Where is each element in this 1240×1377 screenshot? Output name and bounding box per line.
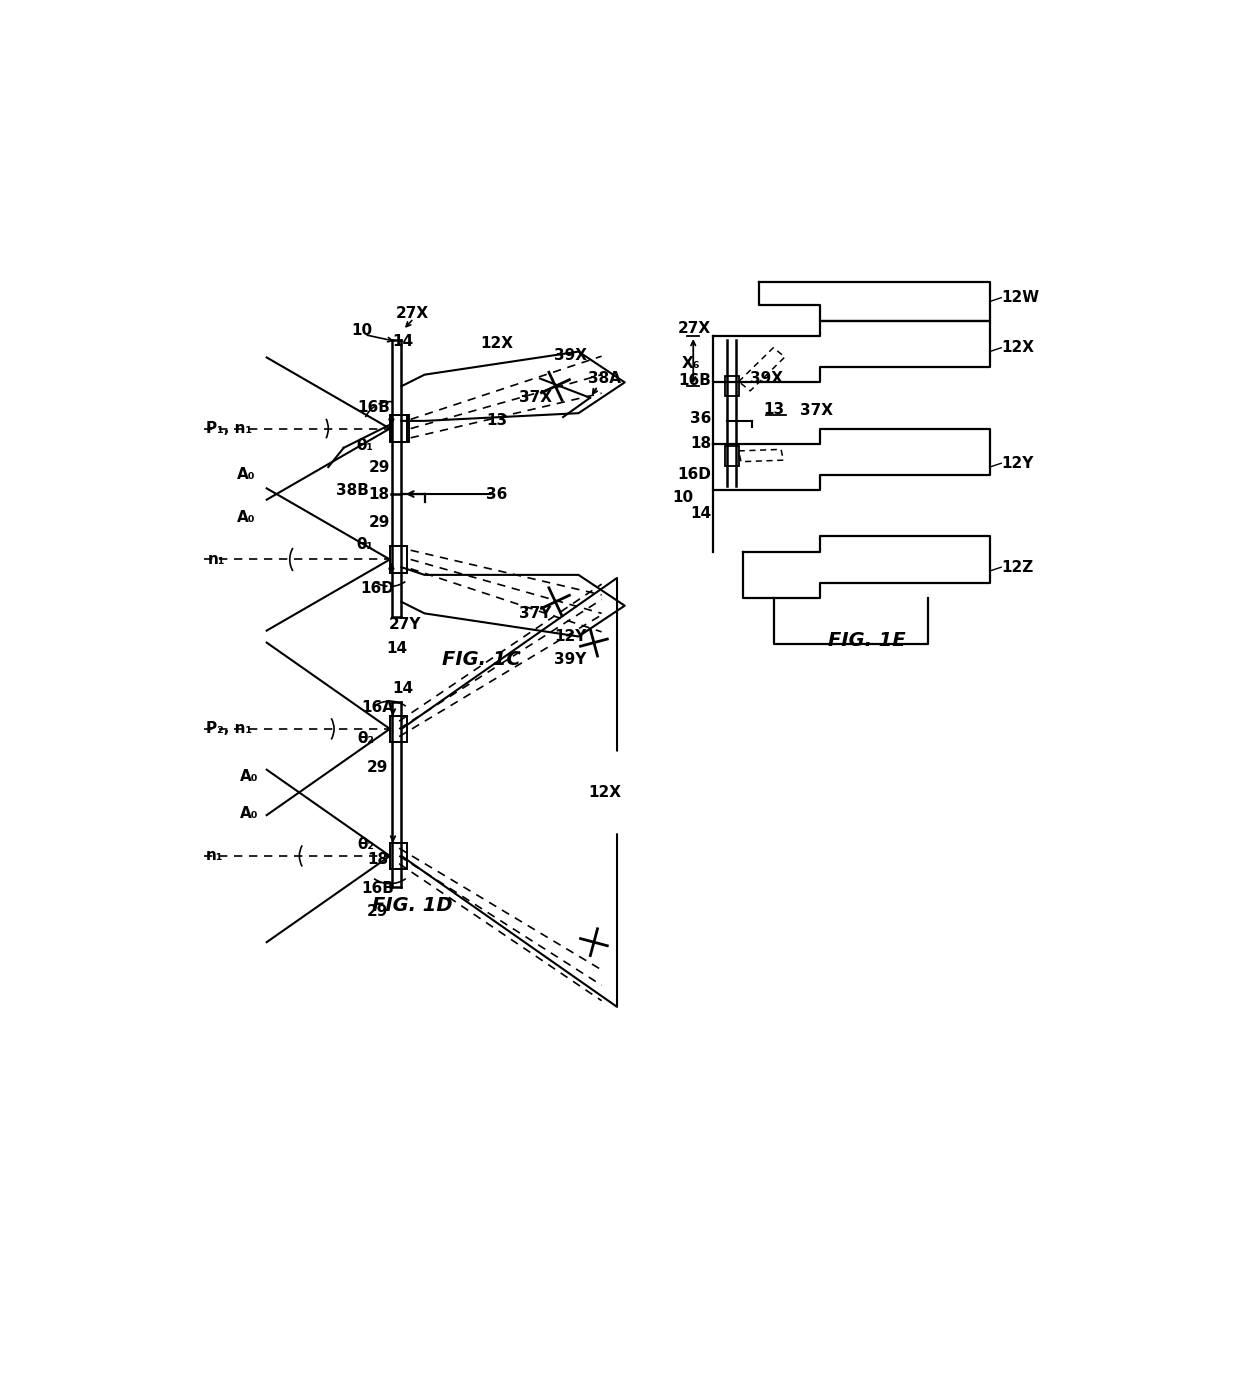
Text: θ₁: θ₁ xyxy=(356,537,373,552)
Text: 12X: 12X xyxy=(1001,340,1034,355)
Text: 29: 29 xyxy=(370,460,391,475)
Text: θ₂: θ₂ xyxy=(357,837,374,852)
Text: 39X: 39X xyxy=(750,370,782,386)
Text: 12X: 12X xyxy=(480,336,513,351)
Text: θ₂: θ₂ xyxy=(357,731,374,745)
Text: P₁, n₁: P₁, n₁ xyxy=(206,421,252,437)
Text: 13: 13 xyxy=(486,413,507,428)
Text: 10: 10 xyxy=(672,490,693,505)
Text: 16B: 16B xyxy=(678,373,711,387)
Text: 12W: 12W xyxy=(1001,291,1039,306)
Text: 18: 18 xyxy=(689,437,711,452)
Text: θ₁: θ₁ xyxy=(356,438,373,453)
Text: 18: 18 xyxy=(368,486,389,501)
Bar xyxy=(389,843,407,869)
Text: A₀: A₀ xyxy=(239,770,258,784)
Text: 16D: 16D xyxy=(677,467,711,482)
Text: 18: 18 xyxy=(367,852,388,868)
Text: 38B: 38B xyxy=(336,483,370,497)
Text: 14: 14 xyxy=(392,335,413,350)
Text: 37Y: 37Y xyxy=(520,606,552,621)
Text: 16D: 16D xyxy=(361,581,394,596)
Text: 36: 36 xyxy=(486,486,507,501)
Text: 27X: 27X xyxy=(396,306,429,321)
Text: A₀: A₀ xyxy=(237,509,255,525)
Text: 16A: 16A xyxy=(361,700,394,715)
Text: X₆: X₆ xyxy=(682,355,701,370)
Text: 16B: 16B xyxy=(357,399,391,414)
Text: 14: 14 xyxy=(392,680,413,695)
Text: 27X: 27X xyxy=(678,321,711,336)
Text: A₀: A₀ xyxy=(237,467,255,482)
Text: 39Y: 39Y xyxy=(554,653,587,666)
Text: 38A: 38A xyxy=(588,370,621,386)
Bar xyxy=(389,416,407,442)
Text: 12Y: 12Y xyxy=(1001,456,1034,471)
Text: FIG. 1C: FIG. 1C xyxy=(443,650,521,669)
Text: 37X: 37X xyxy=(518,390,552,405)
Text: A₀: A₀ xyxy=(239,806,258,821)
Text: 14: 14 xyxy=(689,505,711,521)
Text: 13: 13 xyxy=(764,402,785,417)
Text: 12Z: 12Z xyxy=(1001,559,1033,574)
Bar xyxy=(392,416,409,442)
Text: 39X: 39X xyxy=(553,348,587,364)
Text: 12X: 12X xyxy=(588,785,621,800)
Text: 14: 14 xyxy=(386,640,408,655)
Text: P₂, n₁: P₂, n₁ xyxy=(206,722,252,737)
Bar xyxy=(389,716,407,742)
Text: 29: 29 xyxy=(367,903,388,918)
Text: n₁: n₁ xyxy=(208,552,226,567)
Text: 29: 29 xyxy=(370,515,391,530)
Text: FIG. 1D: FIG. 1D xyxy=(372,896,453,916)
Bar xyxy=(725,376,739,397)
Text: 10: 10 xyxy=(352,322,373,337)
Text: n₁: n₁ xyxy=(206,848,223,863)
Text: 36: 36 xyxy=(689,412,711,425)
Bar xyxy=(725,446,739,465)
Text: FIG. 1E: FIG. 1E xyxy=(827,631,905,650)
Text: 27Y: 27Y xyxy=(388,617,420,632)
Bar xyxy=(389,547,407,573)
Text: 37X: 37X xyxy=(800,403,833,419)
Text: 29: 29 xyxy=(367,760,388,775)
Text: 16B: 16B xyxy=(361,881,394,896)
Text: 12Y: 12Y xyxy=(554,629,587,644)
